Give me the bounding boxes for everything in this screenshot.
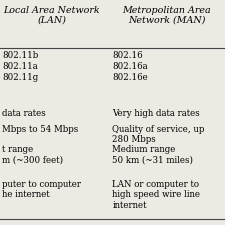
Text: Medium range: Medium range <box>112 145 176 154</box>
Text: LAN or computer to
high speed wire line
internet: LAN or computer to high speed wire line … <box>112 180 200 210</box>
Text: Metropolitan Area
Network (MAN): Metropolitan Area Network (MAN) <box>122 6 211 25</box>
Text: 802.16a: 802.16a <box>112 62 148 71</box>
Text: 802.16: 802.16 <box>112 51 143 60</box>
Text: Quality of service, up
280 Mbps: Quality of service, up 280 Mbps <box>112 125 205 144</box>
Text: puter to computer
he internet: puter to computer he internet <box>2 180 81 199</box>
Text: data rates: data rates <box>2 109 46 118</box>
Text: 802.11b: 802.11b <box>2 51 38 60</box>
Text: t range: t range <box>2 145 34 154</box>
Text: 802.11a: 802.11a <box>2 62 38 71</box>
Text: m (~300 feet): m (~300 feet) <box>2 155 63 164</box>
Text: 50 km (~31 miles): 50 km (~31 miles) <box>112 155 194 164</box>
Text: Very high data rates: Very high data rates <box>112 109 200 118</box>
Text: 802.16e: 802.16e <box>112 73 148 82</box>
Text: Local Area Network
(LAN): Local Area Network (LAN) <box>3 6 100 25</box>
Text: Mbps to 54 Mbps: Mbps to 54 Mbps <box>2 125 79 134</box>
Text: 802.11g: 802.11g <box>2 73 38 82</box>
